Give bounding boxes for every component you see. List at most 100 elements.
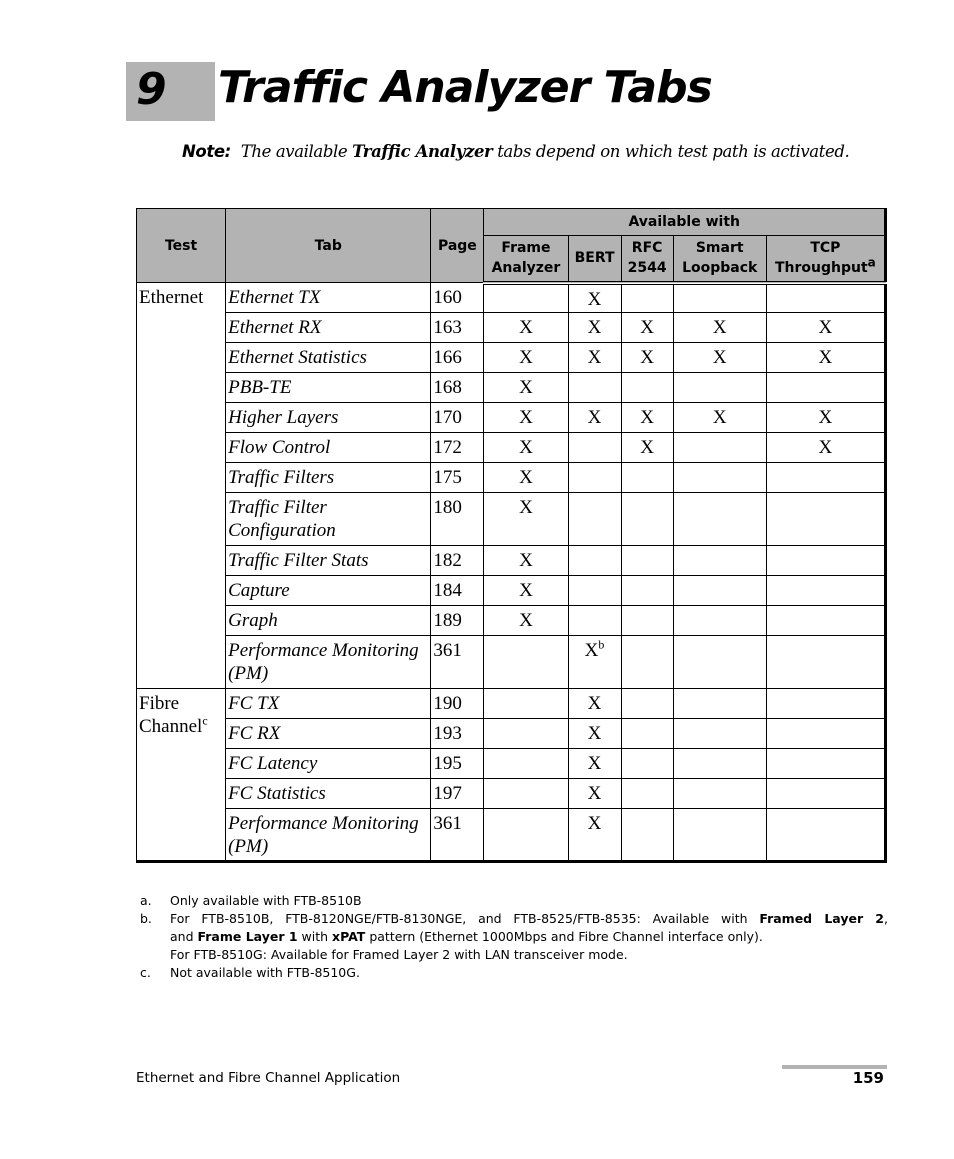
availability-mark: X [519, 610, 533, 631]
footnote-text: , [884, 911, 888, 926]
tab-name: Performance Monitoring (PM) [225, 635, 432, 689]
note-label: Note: [182, 142, 231, 161]
availability-cell: X [672, 342, 767, 373]
table-row: Flow Control 172 X X X [137, 432, 887, 463]
availability-cell [672, 282, 767, 313]
header-label: BERT [574, 250, 615, 267]
availability-cell [672, 575, 767, 606]
availability-mark: X [587, 317, 602, 338]
availability-cell [765, 635, 887, 689]
availability-cell: X [483, 432, 569, 463]
tab-name: Performance Monitoring (PM) [225, 808, 432, 862]
availability-mark: X [584, 640, 599, 661]
availability-mark: X [519, 377, 533, 398]
note-text-end: tabs depend on which test path is activa… [492, 142, 850, 161]
footnote-text: pattern (Ethernet 1000Mbps and Fibre Cha… [365, 929, 763, 944]
tab-name: Higher Layers [225, 402, 432, 433]
availability-cell [620, 492, 674, 546]
table-row: FC RX 193 X [137, 718, 887, 749]
test-cell: Fibre Channelc [135, 688, 227, 862]
availability-cell: X [620, 432, 674, 463]
availability-cell [620, 605, 674, 636]
footnote-letter: a. [140, 893, 152, 908]
availability-mark: X [640, 407, 654, 428]
test-cell: Ethernet [135, 282, 227, 689]
availability-mark: X [519, 467, 533, 488]
availability-cell [672, 372, 767, 403]
traffic-analyzer-tabs-table: Test Tab Page Available with Frame Analy… [135, 208, 887, 863]
footnote-ref: a [867, 255, 876, 270]
availability-cell [672, 778, 767, 809]
page-ref: 361 [430, 635, 485, 689]
availability-cell [483, 748, 569, 779]
availability-cell [765, 492, 887, 546]
availability-cell [620, 748, 674, 779]
availability-mark: X [818, 407, 833, 428]
availability-cell: X [567, 778, 622, 809]
availability-cell: X [672, 312, 767, 343]
tab-name: Ethernet TX [225, 282, 432, 313]
availability-cell [567, 432, 622, 463]
tab-name: PBB-TE [225, 372, 432, 403]
footnote-a: a. Only available with FTB-8510B [140, 892, 362, 910]
availability-cell [672, 462, 767, 493]
availability-cell: X [567, 312, 622, 343]
footnote-letter: b. [140, 911, 152, 926]
availability-mark: X [519, 437, 533, 458]
availability-cell: X [567, 402, 622, 433]
header-column: BERT [567, 235, 622, 285]
availability-cell: X [567, 748, 622, 779]
availability-cell [620, 688, 674, 719]
availability-cell [765, 808, 887, 862]
footnote-c: c. Not available with FTB-8510G. [140, 964, 360, 982]
availability-cell: X [620, 342, 674, 373]
availability-cell: X [620, 402, 674, 433]
header-label: RFC 2544 [627, 240, 667, 277]
availability-cell [672, 748, 767, 779]
availability-cell: Xb [567, 635, 622, 689]
table-row: Traffic Filter Stats 182 X [137, 545, 887, 576]
availability-cell: X [483, 342, 569, 373]
availability-cell [672, 808, 767, 862]
availability-cell: X [567, 688, 622, 719]
availability-cell [567, 372, 622, 403]
note-bold: Traffic Analyzer [352, 142, 493, 161]
availability-cell [765, 778, 887, 809]
availability-mark: X [712, 317, 727, 338]
page-ref: 166 [430, 342, 485, 373]
availability-cell [483, 718, 569, 749]
availability-cell: X [483, 605, 569, 636]
availability-mark: X [818, 347, 833, 368]
availability-cell: X [765, 342, 887, 373]
availability-cell [765, 545, 887, 576]
page-ref: 168 [430, 372, 485, 403]
availability-cell [672, 718, 767, 749]
note-text: The available [240, 142, 353, 161]
availability-mark: X [712, 407, 727, 428]
header-available-with: Available with [483, 208, 886, 236]
footnote-text: For FTB-8510G: Available for Framed Laye… [170, 947, 628, 962]
availability-cell [620, 635, 674, 689]
page-ref: 180 [430, 492, 485, 546]
availability-mark: X [519, 580, 533, 601]
tab-name: Ethernet Statistics [225, 342, 432, 373]
availability-mark: X [818, 317, 833, 338]
footnote-text: with [297, 929, 333, 944]
availability-cell [620, 282, 674, 313]
page-ref: 163 [430, 312, 485, 343]
availability-cell [567, 492, 622, 546]
availability-mark: X [712, 347, 727, 368]
footnote-text: and [170, 929, 198, 944]
header-page: Page [430, 208, 485, 283]
page-ref: 160 [430, 282, 485, 313]
tab-name: Ethernet RX [225, 312, 432, 343]
page-ref: 195 [430, 748, 485, 779]
availability-cell: X [765, 432, 887, 463]
availability-cell: X [567, 718, 622, 749]
availability-cell [620, 808, 674, 862]
table-row: Ethernet Ethernet TX 160 X [135, 282, 887, 689]
availability-cell [765, 605, 887, 636]
tab-name: FC TX [225, 688, 432, 719]
availability-mark: X [587, 693, 602, 714]
